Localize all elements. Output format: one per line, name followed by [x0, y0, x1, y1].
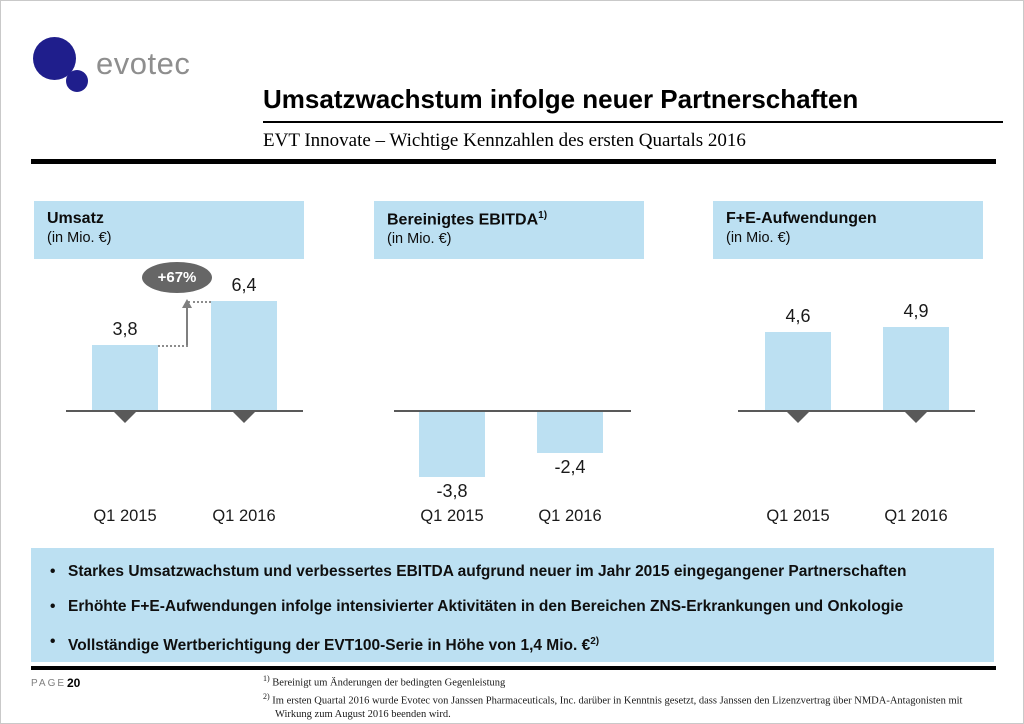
category-label: Q1 2015 — [420, 507, 484, 525]
page-subtitle: EVT Innovate – Wichtige Kennzahlen des e… — [263, 130, 746, 151]
chart-title-text: Bereinigtes EBITDA — [387, 211, 539, 229]
bar-chart-fe-aufwendungen: 4,6 Q1 2015 4,9 Q1 2016 — [713, 259, 983, 544]
x-axis — [738, 410, 975, 412]
axis-tick-triangle-icon — [905, 412, 927, 423]
value-label: 4,6 — [785, 306, 811, 326]
axis-tick-triangle-icon — [233, 412, 255, 423]
bar-chart-ebitda: -3,8 Q1 2015 -2,4 Q1 2016 — [374, 259, 644, 544]
growth-arrow-head-icon — [182, 299, 192, 308]
axis-tick-triangle-icon — [787, 412, 809, 423]
value-label: -2,4 — [554, 457, 586, 477]
x-axis — [66, 410, 303, 412]
chart-header-umsatz: Umsatz (in Mio. €) — [34, 201, 304, 259]
page-number: 20 — [67, 676, 81, 690]
growth-dash-line — [188, 301, 211, 303]
bar-q1-2016 — [211, 301, 277, 410]
chart-unit: (in Mio. €) — [387, 231, 452, 248]
axis-tick-triangle-icon — [114, 412, 136, 423]
bar-q1-2015 — [765, 332, 831, 410]
bullet-item: Vollständige Wertberichtigung der EVT100… — [31, 631, 994, 656]
footnote-marker: 1) — [538, 210, 548, 221]
chart-title-text: Umsatz — [47, 210, 104, 227]
value-label: 4,9 — [903, 301, 929, 321]
page-label: PAGE — [31, 678, 67, 689]
category-label: Q1 2016 — [212, 507, 276, 525]
growth-dash-line — [158, 345, 188, 347]
category-label: Q1 2016 — [538, 507, 602, 525]
bullet-item: Erhöhte F+E-Aufwendungen infolge intensi… — [31, 596, 994, 617]
category-label: Q1 2016 — [884, 507, 948, 525]
footnotes: 1) Bereinigt um Änderungen der bedingten… — [263, 672, 993, 722]
value-label: 6,4 — [231, 275, 257, 295]
value-label: -3,8 — [436, 481, 468, 501]
bar-q1-2016 — [537, 412, 603, 453]
bar-q1-2015 — [419, 412, 485, 477]
growth-badge: +67% — [142, 262, 212, 293]
footnote: 1) Bereinigt um Änderungen der bedingten… — [263, 674, 506, 689]
chart-unit: (in Mio. €) — [47, 230, 112, 246]
title-underline — [263, 121, 1003, 123]
x-axis — [394, 410, 631, 412]
page-title: Umsatzwachstum infolge neuer Partnerscha… — [263, 84, 859, 114]
chart-title: F+E-Aufwendungen — [726, 210, 983, 228]
chart-header-fe-aufwendungen: F+E-Aufwendungen (in Mio. €) — [713, 201, 983, 259]
bar-q1-2016 — [883, 327, 949, 410]
bullet-item: Starkes Umsatzwachstum und verbessertes … — [31, 561, 994, 582]
category-label: Q1 2015 — [766, 507, 830, 525]
footer-divider — [31, 666, 996, 670]
category-label: Q1 2015 — [93, 507, 157, 525]
chart-unit: (in Mio. €) — [726, 230, 791, 246]
growth-arrow — [186, 307, 188, 345]
chart-title-text: F+E-Aufwendungen — [726, 210, 877, 227]
chart-title: Bereinigtes EBITDA1) — [387, 210, 644, 229]
bar-chart-umsatz: 3,8 Q1 2015 6,4 Q1 2016 +67% — [34, 259, 304, 544]
value-label: 3,8 — [112, 319, 138, 339]
chart-title: Umsatz — [47, 210, 304, 228]
logo-dot-icon — [66, 70, 88, 92]
footnote: 2) Im ersten Quartal 2016 wurde Evotec v… — [263, 692, 963, 720]
chart-header-ebitda: Bereinigtes EBITDA1) (in Mio. €) — [374, 201, 644, 259]
header-divider — [31, 159, 996, 164]
summary-bullets: Starkes Umsatzwachstum und verbessertes … — [31, 548, 994, 662]
bar-q1-2015 — [92, 345, 158, 410]
logo-brand-text: evotec — [96, 46, 191, 81]
